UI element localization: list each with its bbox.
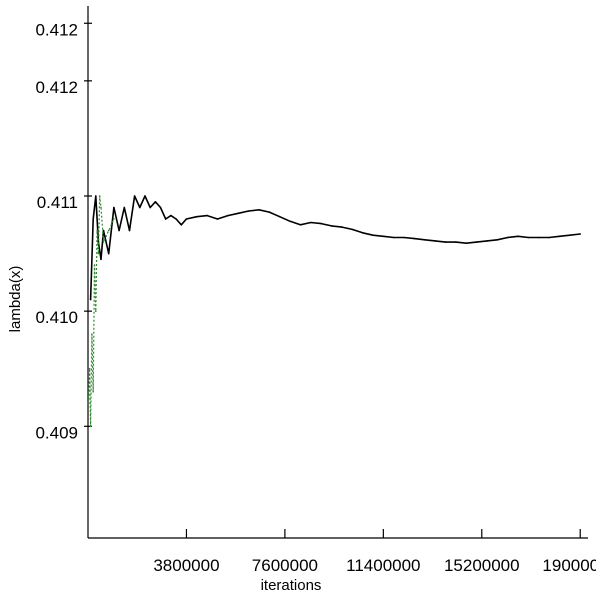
series-1-point bbox=[444, 241, 447, 243]
series-2-point bbox=[89, 425, 92, 428]
series-2-point bbox=[98, 195, 101, 197]
series-1-point bbox=[237, 212, 240, 215]
series-1-point bbox=[548, 236, 550, 239]
y-tick-label: 0.412 bbox=[35, 20, 78, 39]
series-line-1 bbox=[89, 195, 581, 300]
series-2-point bbox=[92, 391, 94, 393]
series-1-point bbox=[123, 206, 126, 209]
series-1-point bbox=[424, 239, 426, 241]
series-2-point bbox=[100, 206, 102, 209]
series-1-point bbox=[113, 206, 115, 209]
x-axis-ticks: 3800000 7600000 11400000 15200000 19000000 bbox=[153, 529, 596, 575]
series-1-point bbox=[278, 215, 281, 218]
x-tick-label: 19000000 bbox=[542, 556, 596, 575]
series-1-point bbox=[434, 240, 437, 242]
series-1-point bbox=[517, 235, 519, 238]
y-tick-label: 0.410 bbox=[35, 308, 78, 327]
series-1-point bbox=[310, 221, 312, 224]
y-tick-label: 0.412 bbox=[35, 78, 78, 97]
y-tick-label: 0.409 bbox=[35, 423, 78, 442]
series-1-point bbox=[175, 218, 177, 220]
series-1-point bbox=[247, 210, 250, 212]
series-1-point bbox=[372, 234, 374, 236]
series-1-point bbox=[496, 239, 499, 241]
series-1-point bbox=[102, 229, 105, 232]
series-1-point bbox=[258, 209, 260, 211]
series-1-point bbox=[330, 225, 333, 227]
series-1-point bbox=[154, 201, 157, 203]
series-1-point bbox=[133, 195, 136, 197]
series-1-point bbox=[95, 195, 97, 197]
y-tick-label: 0.411 bbox=[37, 193, 78, 212]
x-tick-label: 7600000 bbox=[252, 556, 318, 575]
series-1-point bbox=[227, 214, 229, 217]
series-2-point bbox=[113, 218, 115, 220]
series-1-point bbox=[465, 242, 468, 244]
series-2-point bbox=[88, 367, 91, 370]
series-2-point bbox=[97, 252, 100, 255]
x-axis-title: iterations bbox=[261, 577, 322, 594]
series-1-point bbox=[170, 214, 172, 217]
series-1-point bbox=[527, 236, 530, 239]
series-2-point bbox=[96, 229, 98, 232]
series-1-point bbox=[89, 298, 92, 301]
series-2-point bbox=[93, 264, 96, 266]
series-1-point bbox=[579, 233, 581, 235]
y-axis-ticks: 0.409 0.410 0.411 0.412 0.412 bbox=[35, 20, 92, 442]
series-1-point bbox=[382, 235, 385, 238]
series-1-point bbox=[164, 218, 167, 220]
series-1-point bbox=[216, 218, 219, 220]
series-1-point bbox=[185, 218, 188, 220]
series-1-point bbox=[506, 236, 509, 239]
series-1-point bbox=[486, 240, 488, 242]
series-1-point bbox=[196, 215, 198, 218]
series-1-point bbox=[299, 224, 302, 226]
series-1-point bbox=[320, 222, 323, 225]
series-1-point bbox=[180, 224, 183, 226]
series-1-point bbox=[268, 211, 271, 213]
y-axis-title: lambda(x) bbox=[7, 266, 24, 333]
series-1-point bbox=[475, 241, 478, 243]
series-1-point bbox=[159, 206, 162, 209]
series-1-point bbox=[107, 252, 110, 255]
series-1-point bbox=[538, 236, 540, 239]
series-1-point bbox=[92, 218, 94, 220]
series-2-point bbox=[102, 241, 105, 243]
series-2-point bbox=[107, 229, 110, 232]
x-tick-label: 11400000 bbox=[346, 556, 420, 575]
series-1-point bbox=[569, 234, 571, 236]
x-tick-label: 3800000 bbox=[153, 556, 219, 575]
series-1-point bbox=[149, 206, 151, 209]
series-1-point bbox=[206, 214, 208, 217]
series-1-point bbox=[392, 236, 395, 239]
series-1-point bbox=[403, 236, 405, 239]
series-2-point bbox=[91, 333, 93, 336]
series-1-point bbox=[341, 226, 343, 228]
series-1-point bbox=[139, 206, 141, 209]
series-1-point bbox=[361, 232, 364, 234]
series-1-point bbox=[413, 237, 416, 240]
series-1-point bbox=[100, 258, 102, 261]
series-1-point bbox=[289, 220, 291, 223]
series-1-point bbox=[455, 241, 457, 243]
series-2-point bbox=[87, 402, 90, 405]
x-tick-label: 15200000 bbox=[444, 556, 520, 575]
series-1-point bbox=[558, 235, 561, 238]
series-1-point bbox=[128, 229, 131, 232]
series-line-2 bbox=[87, 195, 115, 427]
series-1-point bbox=[118, 229, 120, 232]
series-layer bbox=[87, 195, 581, 428]
series-1-point bbox=[351, 228, 354, 231]
series-1-point bbox=[144, 195, 146, 197]
series-2-point bbox=[95, 310, 97, 313]
